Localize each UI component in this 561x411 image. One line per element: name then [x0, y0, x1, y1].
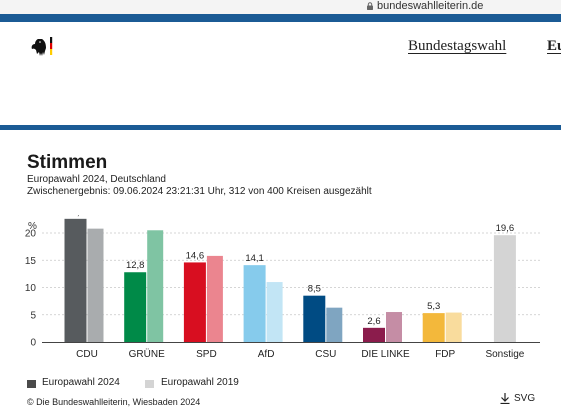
bar-2024[interactable] [124, 272, 147, 342]
x-tick-label: CSU [315, 349, 336, 360]
y-tick-label: 10 [25, 283, 37, 294]
x-tick-label: GRÜNE [129, 348, 165, 360]
legend-label-2019[interactable]: Europawahl 2019 [161, 377, 239, 388]
y-tick-label: 5 [30, 310, 36, 321]
x-tick-label: SPD [196, 349, 217, 360]
bar-2024[interactable] [303, 295, 326, 342]
download-svg-label: SVG [514, 393, 536, 404]
y-tick-label: 20 [25, 229, 37, 240]
x-tick-label: Sonstige [485, 349, 524, 360]
bar-value-label: 12,8 [126, 260, 145, 271]
section-title: Stimmen [27, 152, 108, 173]
bar-2024[interactable] [64, 218, 87, 342]
x-tick-label: CDU [76, 349, 98, 360]
bar-2019[interactable] [326, 307, 343, 342]
download-svg-button[interactable]: SVG [500, 393, 535, 404]
section-subtitle: Europawahl 2024, Deutschland [27, 174, 166, 185]
bar-value-label: 14,6 [186, 250, 205, 261]
bar-2019[interactable] [266, 282, 283, 342]
nav-link-bundestagswahl[interactable]: Bundestagswahl [408, 38, 507, 54]
bar-2019[interactable] [87, 228, 104, 342]
result-status-text: Zwischenergebnis: 09.06.2024 23:21:31 Uh… [27, 186, 372, 197]
bar-2019[interactable] [147, 230, 164, 342]
bar-value-label: 22,6 [66, 215, 85, 218]
x-tick-label: DIE LINKE [361, 349, 410, 360]
header-bottom-stripe [0, 125, 561, 130]
top-brand-stripe [0, 14, 561, 22]
bar-2024[interactable] [493, 235, 516, 342]
bar-value-label: 5,3 [427, 301, 440, 312]
bar-value-label: 14,1 [245, 253, 264, 264]
browser-url-bar[interactable]: bundeswahlleiterin.de [0, 0, 561, 14]
lock-icon [367, 2, 373, 10]
bar-2019[interactable] [445, 312, 462, 342]
y-tick-label: 15 [25, 256, 37, 267]
y-tick-label: 0 [30, 338, 36, 349]
bar-value-label: 8,5 [308, 284, 321, 295]
legend-swatch-2024 [27, 380, 36, 388]
nav-link-europawahl[interactable]: Eu [547, 38, 561, 54]
bar-value-label: 19,6 [496, 223, 515, 234]
bar-value-label: 2,6 [367, 316, 380, 327]
y-axis-label: % [28, 221, 37, 232]
x-tick-label: AfD [258, 349, 275, 360]
bar-2024[interactable] [243, 265, 266, 342]
bar-2019[interactable] [206, 255, 223, 342]
url-text: bundeswahlleiterin.de [377, 0, 484, 12]
votes-bar-chart: 0 5 10 15 20% 22,6 CDU 12,8 GRÜNE 14,6 SPD 14,1 AfD 8… [25, 215, 540, 360]
copyright-text: © Die Bundeswahlleiterin, Wiesbaden 2024 [27, 397, 201, 407]
bar-2019[interactable] [386, 312, 402, 342]
federal-eagle-logo-icon[interactable] [30, 35, 56, 61]
legend-label-2024[interactable]: Europawahl 2024 [42, 377, 120, 388]
bar-2024[interactable] [183, 262, 206, 342]
x-tick-label: FDP [435, 349, 455, 360]
bar-2024[interactable] [422, 313, 445, 342]
download-icon [500, 393, 510, 404]
bar-2024[interactable] [363, 327, 385, 342]
legend-swatch-2019 [145, 380, 154, 388]
site-header [0, 22, 561, 126]
